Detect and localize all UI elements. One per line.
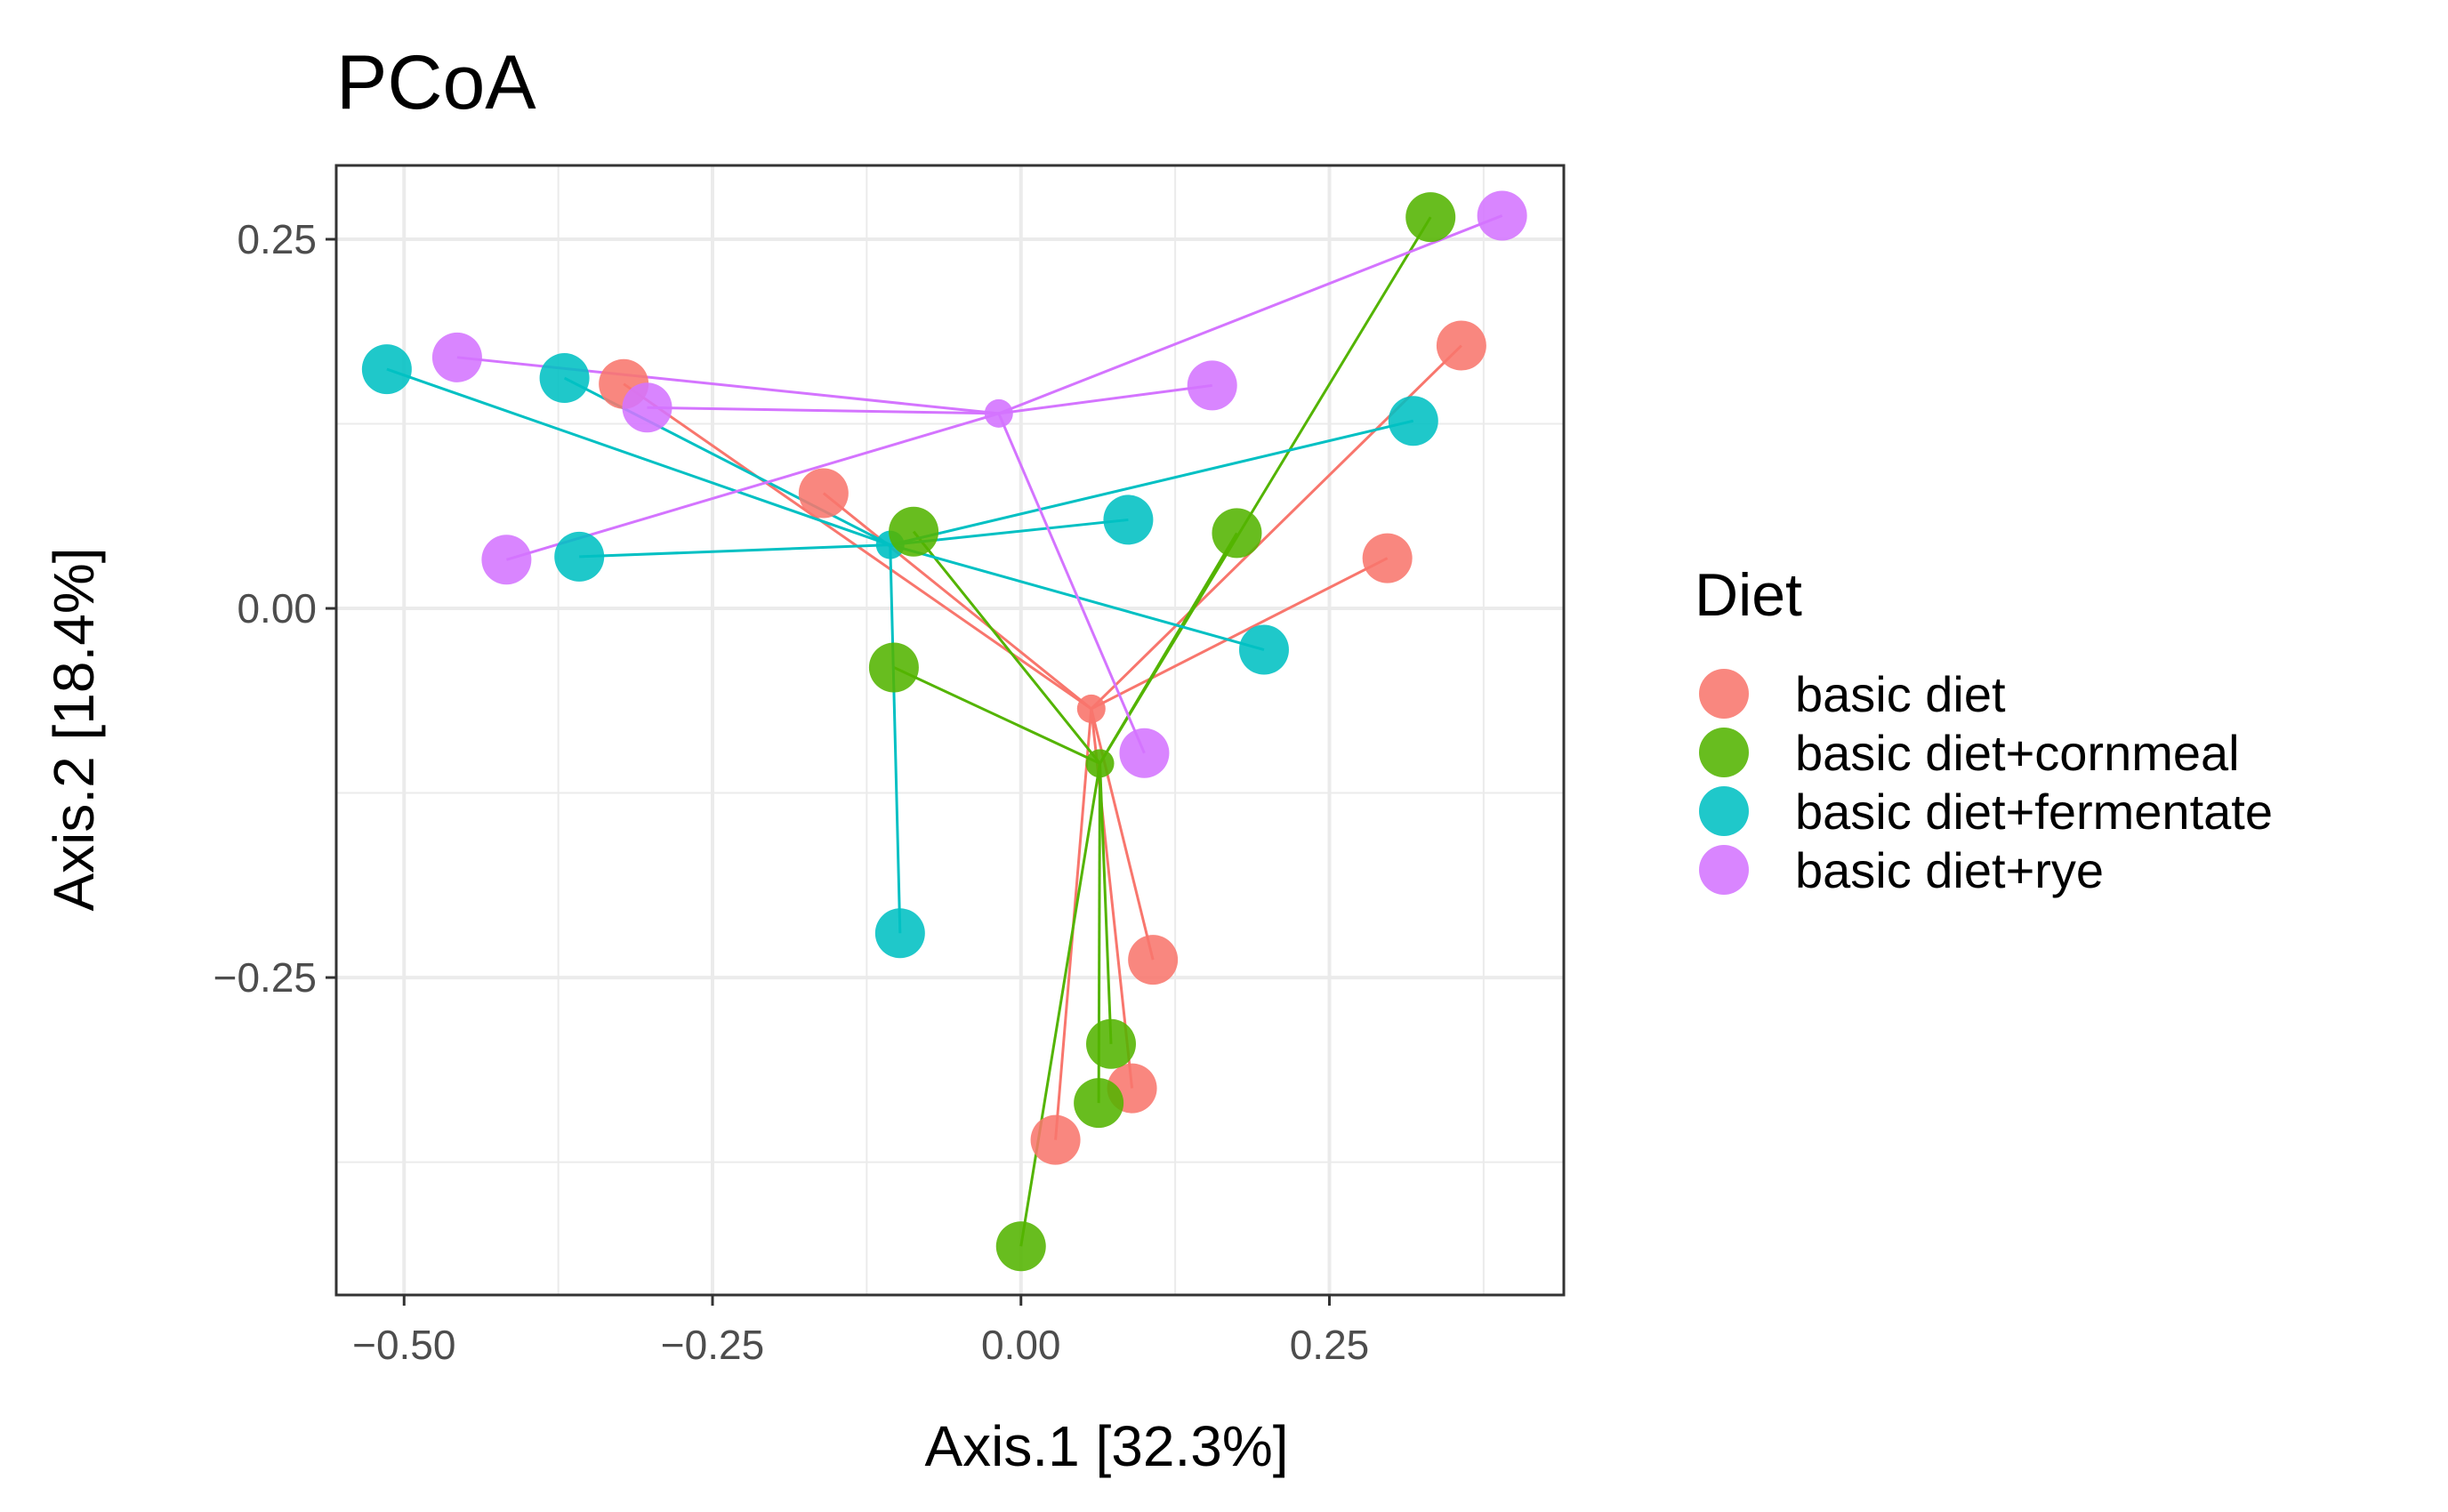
chart-title: PCoA bbox=[336, 40, 536, 125]
legend-label-3: basic diet+rye bbox=[1795, 842, 2104, 898]
series-2-point-6 bbox=[874, 908, 925, 959]
y-tick-label-0: 0.25 bbox=[237, 216, 317, 262]
series-3-spoke-3 bbox=[998, 383, 1212, 415]
series-2-point-2 bbox=[554, 531, 605, 582]
legend-key-2 bbox=[1699, 786, 1749, 836]
series-3-centroid bbox=[984, 398, 1013, 428]
series-2-spoke-0 bbox=[386, 367, 891, 547]
y-tick-label-1: 0.00 bbox=[237, 585, 317, 631]
plot-panel-border bbox=[334, 164, 1566, 1297]
series-3-point-0 bbox=[431, 332, 482, 382]
series-0-point-6 bbox=[1030, 1114, 1081, 1165]
series-3-point-2 bbox=[481, 535, 532, 585]
series-2-point-0 bbox=[361, 344, 412, 395]
x-tick-label-2: 0.00 bbox=[981, 1322, 1061, 1368]
legend-key-0 bbox=[1699, 669, 1749, 719]
y-tick-label-2: −0.25 bbox=[213, 954, 317, 1001]
series-1-point-2 bbox=[889, 506, 939, 557]
legend-label-1: basic diet+cornmeal bbox=[1795, 725, 2240, 781]
series-1-spoke-2 bbox=[912, 530, 1101, 765]
x-tick-label-3: 0.25 bbox=[1290, 1322, 1370, 1368]
series-2-point-3 bbox=[1103, 495, 1154, 545]
series-1-point-0 bbox=[1405, 192, 1456, 243]
legend-title: Diet bbox=[1695, 561, 1802, 629]
x-axis-ticks: −0.50 −0.25 0.00 0.25 bbox=[352, 1295, 1369, 1368]
series-3-point-3 bbox=[1187, 360, 1237, 411]
series-1-spoke-4 bbox=[1099, 763, 1113, 1044]
x-tick-label-0: −0.50 bbox=[352, 1322, 455, 1368]
series-2-point-4 bbox=[1388, 396, 1438, 446]
series-1-spoke-6 bbox=[1019, 763, 1101, 1247]
series-0-point-1 bbox=[798, 468, 849, 519]
series-3-point-5 bbox=[1119, 728, 1170, 778]
series-3-spoke-0 bbox=[456, 356, 999, 415]
series-1-centroid bbox=[1085, 749, 1115, 778]
series-0-point-2 bbox=[1436, 320, 1486, 371]
series-1-spoke-3 bbox=[893, 666, 1101, 765]
x-tick-label-1: −0.25 bbox=[661, 1322, 764, 1368]
y-axis-title: Axis.2 [18.4%] bbox=[42, 547, 106, 911]
series-3-spoke-1 bbox=[647, 406, 999, 415]
series-0-spoke-1 bbox=[822, 492, 1092, 711]
series-1-point-3 bbox=[868, 642, 919, 693]
legend-label-2: basic diet+fermentate bbox=[1795, 784, 2273, 840]
y-axis-ticks: 0.25 0.00 −0.25 bbox=[213, 216, 336, 1001]
series-1-spoke-1 bbox=[1099, 532, 1238, 765]
series-2-spoke-6 bbox=[889, 544, 902, 934]
series-3-spoke-4 bbox=[998, 214, 1503, 415]
series-1-point-6 bbox=[995, 1221, 1046, 1272]
legend-key-1 bbox=[1699, 728, 1749, 777]
legend-key-3 bbox=[1699, 845, 1749, 895]
series-2-spoke-4 bbox=[890, 419, 1414, 547]
series-3-spoke-5 bbox=[997, 413, 1146, 754]
series-0-centroid bbox=[1076, 694, 1106, 723]
series-1-point-4 bbox=[1085, 1018, 1136, 1069]
series-2-point-1 bbox=[539, 353, 590, 404]
series-0-point-4 bbox=[1128, 935, 1179, 985]
series-2-spoke-2 bbox=[579, 543, 890, 559]
series-0-spoke-3 bbox=[1091, 557, 1389, 711]
series-points bbox=[361, 190, 1527, 1272]
series-3-point-4 bbox=[1477, 190, 1527, 241]
series-2-point-5 bbox=[1238, 624, 1289, 675]
series-1-point-1 bbox=[1212, 508, 1262, 559]
grid-major bbox=[336, 165, 1564, 1295]
series-1-point-5 bbox=[1074, 1078, 1124, 1129]
grid-minor bbox=[336, 165, 1564, 1295]
series-3-point-1 bbox=[622, 382, 672, 433]
series-0-point-3 bbox=[1362, 533, 1413, 583]
x-axis-title: Axis.1 [32.3%] bbox=[924, 1414, 1288, 1478]
legend-label-0: basic diet bbox=[1795, 666, 2006, 722]
